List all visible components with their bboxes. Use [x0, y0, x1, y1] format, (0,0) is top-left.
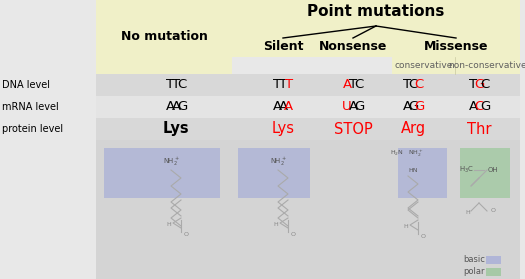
Text: NH$_2^+$: NH$_2^+$	[163, 156, 180, 168]
Text: G: G	[408, 100, 418, 114]
Bar	[232, 0, 322, 57]
Text: A: A	[349, 100, 358, 114]
Text: G: G	[177, 100, 187, 114]
Text: T: T	[403, 78, 411, 92]
Text: C: C	[408, 78, 417, 92]
Text: T: T	[285, 78, 293, 92]
Text: No mutation: No mutation	[121, 30, 207, 42]
Text: C: C	[177, 78, 186, 92]
Text: U: U	[342, 100, 352, 114]
Text: OH: OH	[488, 167, 498, 173]
Text: G: G	[474, 78, 484, 92]
Text: mRNA level: mRNA level	[2, 102, 59, 112]
Text: T: T	[166, 78, 174, 92]
Text: H$_3$C: H$_3$C	[459, 165, 475, 175]
Text: G: G	[414, 100, 424, 114]
Bar	[460, 148, 510, 198]
Bar	[96, 140, 520, 279]
Bar	[238, 148, 310, 198]
Bar	[486, 256, 501, 264]
Text: T: T	[469, 78, 477, 92]
Text: G: G	[480, 100, 490, 114]
Text: Point mutations: Point mutations	[307, 4, 445, 20]
Text: A: A	[278, 100, 288, 114]
Text: H: H	[404, 225, 408, 230]
Text: NH$_2^+$: NH$_2^+$	[269, 156, 287, 168]
Text: O: O	[184, 232, 188, 237]
Text: O: O	[290, 232, 296, 237]
Text: A: A	[285, 100, 293, 114]
Text: T: T	[172, 78, 180, 92]
Text: T: T	[349, 78, 357, 92]
Text: conservative: conservative	[394, 61, 453, 69]
Text: T: T	[273, 78, 281, 92]
Text: Silent: Silent	[262, 40, 303, 54]
Text: C: C	[414, 78, 424, 92]
Text: T: T	[279, 78, 287, 92]
Text: C: C	[480, 78, 489, 92]
Text: basic: basic	[463, 256, 485, 264]
Text: Thr: Thr	[467, 121, 491, 136]
Text: G: G	[354, 100, 364, 114]
Text: Lys: Lys	[163, 121, 190, 136]
Text: HN: HN	[408, 167, 418, 172]
Text: protein level: protein level	[2, 124, 63, 134]
Bar	[486, 268, 501, 276]
Text: A: A	[403, 100, 412, 114]
Text: H: H	[466, 210, 470, 215]
Bar	[96, 0, 232, 74]
Text: Missense: Missense	[424, 40, 488, 54]
Text: H$_2$N   NH$_2^+$: H$_2$N NH$_2^+$	[390, 149, 424, 159]
Text: Lys: Lys	[271, 121, 295, 136]
Bar	[398, 148, 447, 198]
Text: polar: polar	[464, 268, 485, 276]
Bar	[392, 0, 520, 74]
Bar	[322, 0, 392, 57]
Text: A: A	[172, 100, 181, 114]
Text: non-conservative: non-conservative	[448, 61, 525, 69]
Text: STOP: STOP	[333, 121, 372, 136]
Text: C: C	[354, 78, 363, 92]
Bar	[104, 148, 220, 198]
Text: Arg: Arg	[401, 121, 426, 136]
Text: A: A	[272, 100, 282, 114]
Text: A: A	[342, 78, 352, 92]
Text: H: H	[274, 222, 278, 227]
Bar	[96, 118, 520, 140]
Text: C: C	[475, 100, 484, 114]
Bar	[96, 96, 520, 118]
Text: O: O	[421, 234, 425, 239]
Text: A: A	[468, 100, 478, 114]
Bar	[96, 74, 520, 96]
Text: H: H	[166, 222, 171, 227]
Text: A: A	[165, 100, 175, 114]
Text: DNA level: DNA level	[2, 80, 50, 90]
Text: O: O	[490, 208, 496, 213]
Text: Nonsense: Nonsense	[319, 40, 387, 54]
